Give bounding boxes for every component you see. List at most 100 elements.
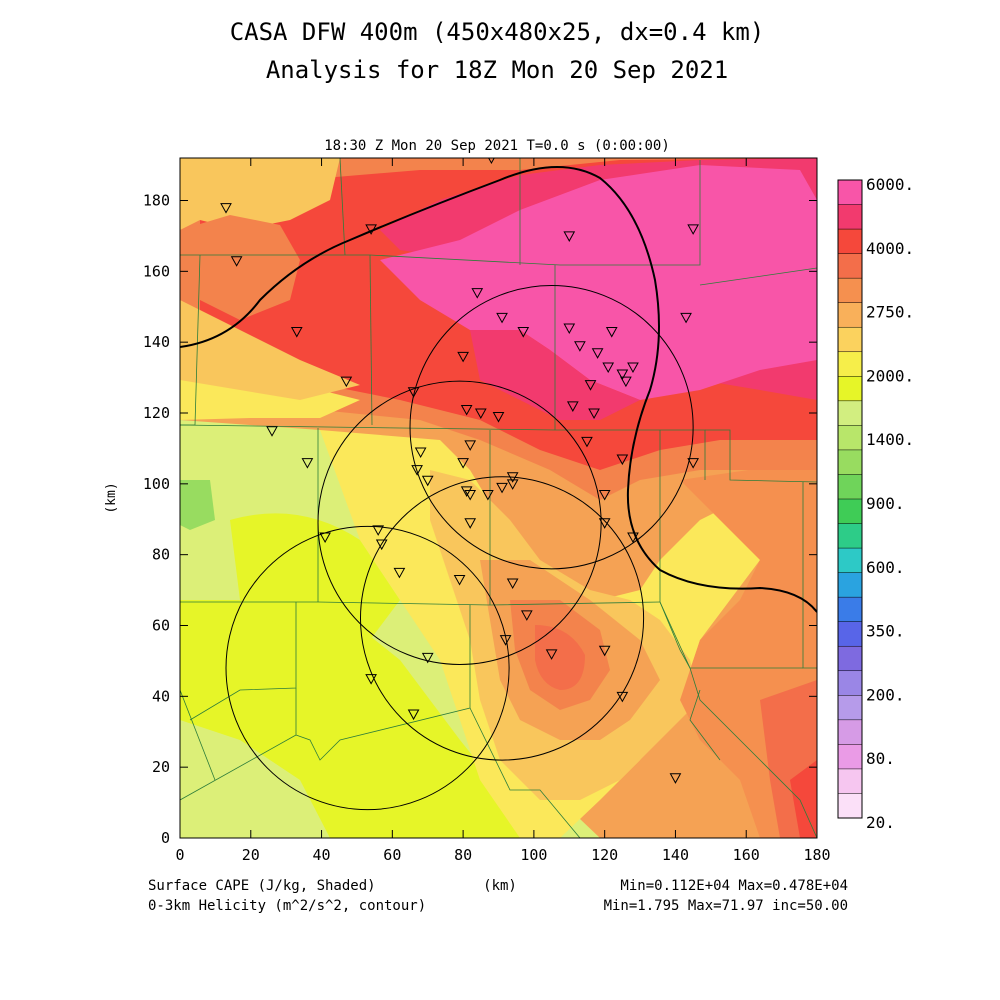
colorbar (837, 179, 863, 819)
station-marker (687, 458, 699, 469)
cape-region-1600 (180, 600, 530, 838)
colorbar-swatch (838, 793, 862, 819)
colorbar-label: 80. (866, 749, 895, 768)
chart-title-line2: Analysis for 18Z Mon 20 Sep 2021 (266, 56, 728, 84)
station-marker (453, 574, 466, 586)
station-marker (598, 645, 611, 657)
station-marker (598, 518, 611, 529)
plot-frame (179, 157, 818, 839)
station-marker (563, 231, 576, 242)
colorbar-swatch (838, 302, 862, 328)
y-tick-label: 180 (143, 192, 170, 210)
colorbar-swatch (838, 621, 862, 647)
colorbar-labels: 6000. 4000. 2750. 2000. 1400. 900. 600. 350. 200… (866, 175, 914, 832)
station-marker (627, 532, 639, 543)
x-tick-label: 100 (520, 846, 547, 864)
colorbar-label: 6000. (866, 175, 914, 194)
station-marker (393, 567, 406, 579)
colorbar-label: 200. (866, 685, 905, 704)
station-marker (616, 369, 629, 381)
station-marker (496, 482, 508, 494)
colorbar-swatch (838, 204, 862, 230)
x-tick-label: 80 (454, 846, 472, 864)
colorbar-swatch (838, 695, 862, 721)
station-marker (365, 674, 377, 685)
station-marker (506, 578, 519, 590)
footer-center: (km) (483, 878, 517, 894)
station-marker (407, 709, 420, 721)
x-tick-label: 60 (383, 846, 401, 864)
station-marker (340, 376, 353, 388)
colorbar-swatch (838, 253, 862, 279)
helicity-contour (180, 166, 817, 613)
station-marker (616, 454, 629, 466)
station-marker (492, 412, 505, 423)
colorbar-swatch (838, 400, 862, 426)
x-tick-label: 180 (803, 846, 830, 864)
station-marker (566, 401, 579, 412)
radar-coverage-circle (359, 476, 645, 761)
station-marker (411, 465, 423, 476)
cape-region-nw (180, 158, 340, 230)
station-marker (620, 376, 632, 388)
county-boundaries (180, 158, 817, 838)
station-marker (584, 380, 597, 391)
station-marker (680, 312, 692, 324)
colorbar-label: 20. (866, 813, 895, 832)
station-marker (375, 539, 388, 551)
y-tick-label: 60 (152, 617, 170, 635)
footer-right1: Min=0.112E+04 Max=0.478E+04 (620, 878, 848, 894)
x-tick-label: 40 (313, 846, 331, 864)
station-marker (627, 362, 639, 373)
y-axis-label: (km) (104, 482, 119, 513)
station-marker (421, 652, 434, 664)
station-marker (591, 348, 604, 359)
station-marker (460, 404, 473, 416)
footer-left1: Surface CAPE (J/kg, Shaded) (148, 878, 376, 894)
colorbar-swatch (838, 180, 862, 206)
radar-coverage-circle (317, 380, 602, 665)
colorbar-swatch (838, 768, 862, 794)
radar-circles (225, 285, 694, 811)
station-marker (372, 525, 385, 536)
station-marker (474, 408, 487, 420)
station-marker (266, 426, 278, 437)
station-marker (220, 203, 232, 214)
cape-region-4000 (380, 165, 817, 400)
colorbar-swatch (838, 449, 862, 475)
station-marker (687, 224, 699, 235)
x-tick-label: 120 (591, 846, 618, 864)
station-marker (230, 256, 243, 267)
y-tick-label: 140 (143, 333, 170, 351)
colorbar-frame (837, 179, 863, 819)
station-marker (414, 447, 427, 458)
y-tick-label: 0 (161, 829, 170, 847)
station-marker (581, 436, 593, 448)
station-marker (301, 458, 314, 469)
y-tick-label: 120 (143, 404, 170, 422)
colorbar-swatch (838, 719, 862, 745)
station-marker (319, 532, 331, 543)
radar-coverage-circle (409, 285, 694, 570)
x-tick-label: 0 (175, 846, 184, 864)
station-marker (602, 362, 615, 373)
colorbar-label: 2000. (866, 366, 914, 385)
colorbar-swatch (838, 229, 862, 255)
cape-region-2750 (535, 625, 585, 690)
y-tick-label: 80 (152, 546, 170, 564)
colorbar-swatch (838, 523, 862, 549)
station-marker (496, 312, 508, 324)
y-tick-label: 20 (152, 758, 170, 776)
cape-region-east3 (790, 760, 817, 838)
colorbar-label: 2750. (866, 303, 914, 322)
station-marker (457, 351, 469, 363)
colorbar-swatch (838, 572, 862, 598)
station-marker (605, 327, 618, 338)
stations (220, 158, 699, 784)
footer-left2: 0-3km Helicity (m^2/s^2, contour) (148, 898, 426, 914)
station-marker (464, 440, 477, 451)
station-marker (588, 408, 600, 420)
station-marker (482, 489, 494, 501)
colorbar-swatch (838, 474, 862, 500)
station-marker (365, 224, 377, 235)
